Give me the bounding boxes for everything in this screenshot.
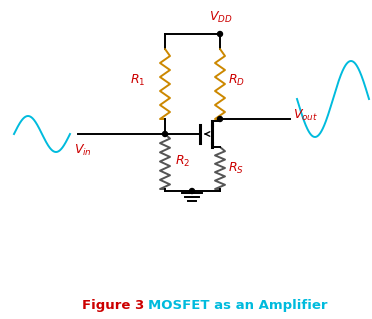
Text: $V_{DD}$: $V_{DD}$ (209, 10, 233, 25)
Text: $V_{out}$: $V_{out}$ (293, 108, 318, 122)
Text: Figure 3: Figure 3 (82, 299, 144, 311)
Circle shape (189, 189, 195, 194)
Text: $V_{in}$: $V_{in}$ (74, 143, 92, 158)
Text: $R_2$: $R_2$ (175, 154, 190, 169)
Circle shape (163, 131, 167, 137)
Circle shape (218, 32, 222, 36)
Text: MOSFET as an Amplifier: MOSFET as an Amplifier (148, 299, 327, 311)
Circle shape (218, 116, 222, 122)
Text: $R_1$: $R_1$ (129, 72, 145, 87)
Text: $R_S$: $R_S$ (228, 160, 244, 175)
Text: $R_D$: $R_D$ (228, 72, 245, 87)
